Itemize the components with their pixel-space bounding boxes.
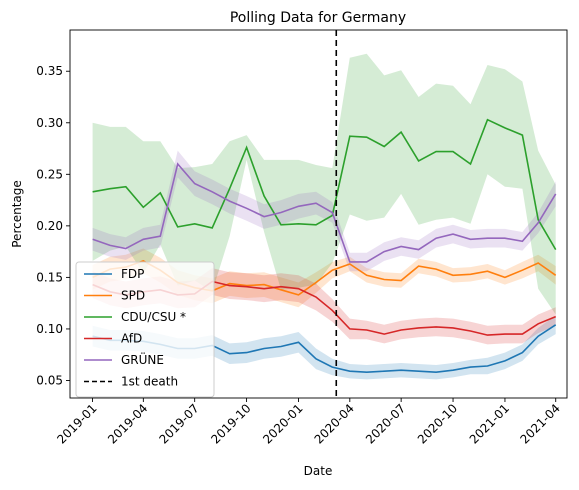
y-tick-label: 0.10 <box>36 322 63 336</box>
y-tick-label: 0.25 <box>36 167 63 181</box>
x-tick-label: 2020-01 <box>260 401 305 446</box>
legend-label-5: 1st death <box>121 375 178 389</box>
series-line-4 <box>92 162 557 263</box>
x-axis-label: Date <box>304 464 333 478</box>
x-tick-label: 2019-01 <box>54 401 99 446</box>
legend-label-4: GRÜNE <box>121 351 164 367</box>
y-tick-label: 0.15 <box>36 270 63 284</box>
plot-frame <box>69 29 568 399</box>
x-tick-label: 2020-10 <box>415 401 460 446</box>
y-tick-label: 0.35 <box>36 64 63 78</box>
x-tick-label: 2019-10 <box>208 401 253 446</box>
legend: FDP SPD CDU/CSU * AfD GRÜNE 1st death <box>75 261 215 398</box>
legend-label-2: CDU/CSU * <box>121 310 186 324</box>
y-axis-label: Percentage <box>10 180 24 248</box>
legend-label-1: SPD <box>121 289 145 303</box>
y-tick-label: 0.20 <box>36 219 63 233</box>
x-tick-label: 2020-07 <box>363 401 408 446</box>
band-2 <box>92 53 556 315</box>
band-4 <box>92 150 556 272</box>
y-tick-label: 0.05 <box>36 373 63 387</box>
x-tick-label: 2020-04 <box>312 401 357 446</box>
x-axis-ticks: 2019-01 2019-04 2019-07 2019-10 2020-01 2020-… <box>54 398 563 447</box>
series-line-2 <box>92 118 557 251</box>
x-tick-label: 2021-04 <box>517 401 562 446</box>
y-tick-label: 0.30 <box>36 116 63 130</box>
legend-label-0: FDP <box>121 267 144 281</box>
legend-label-3: AfD <box>121 332 142 346</box>
y-axis-ticks: 0.05 0.10 0.15 0.20 0.25 0.30 0.35 <box>36 64 70 387</box>
chart-title: Polling Data for Germany <box>230 10 406 26</box>
x-tick-label: 2019-04 <box>105 401 150 446</box>
x-tick-label: 2021-01 <box>467 401 512 446</box>
x-tick-label: 2019-07 <box>156 401 201 446</box>
